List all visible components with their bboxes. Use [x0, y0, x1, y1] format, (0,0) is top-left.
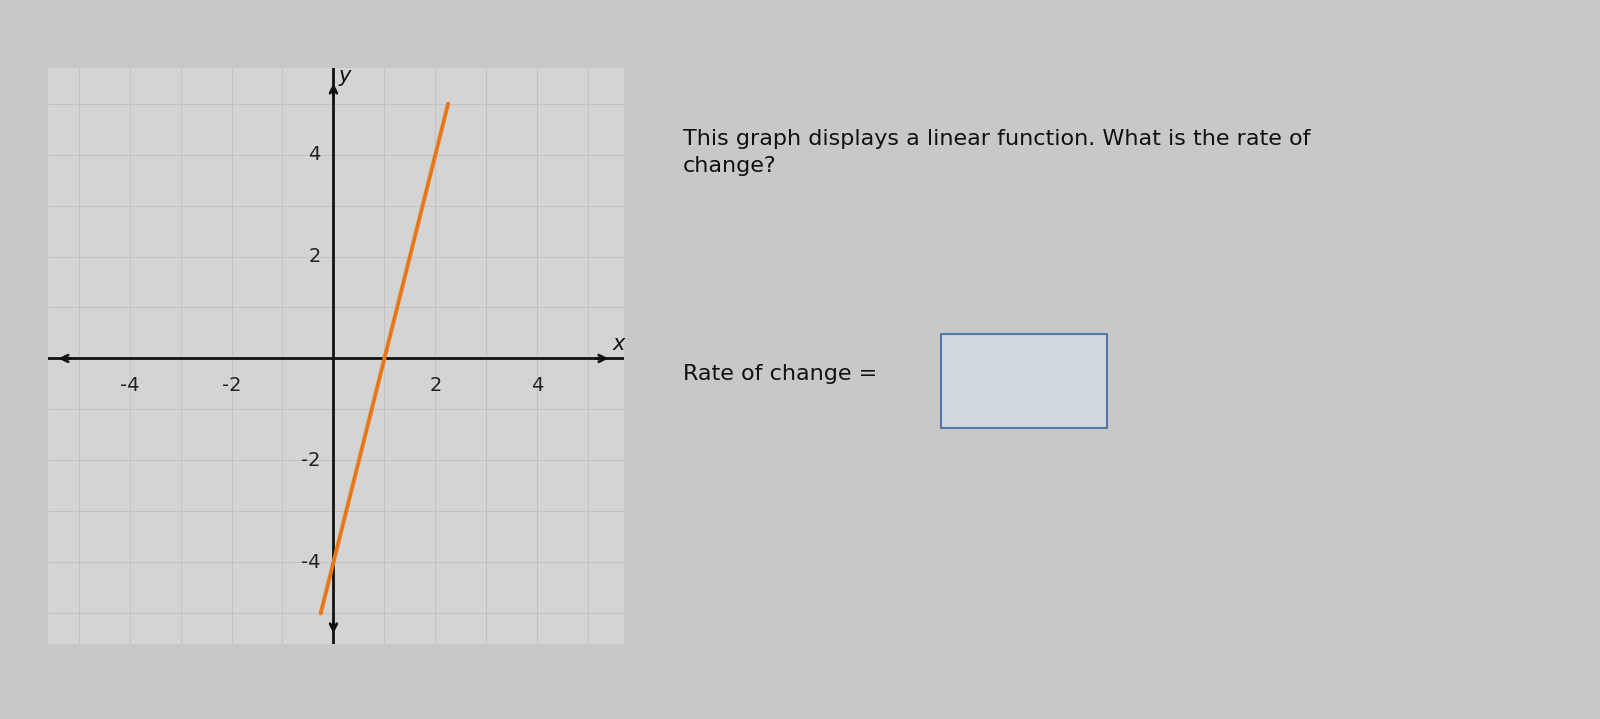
Text: 4: 4 — [531, 376, 544, 395]
Text: 2: 2 — [309, 247, 320, 266]
Text: -2: -2 — [222, 376, 242, 395]
Text: -4: -4 — [120, 376, 139, 395]
Text: 4: 4 — [309, 145, 320, 164]
Text: 2: 2 — [429, 376, 442, 395]
Text: -4: -4 — [301, 553, 320, 572]
Text: -2: -2 — [301, 451, 320, 470]
Text: x: x — [613, 334, 626, 354]
Text: This graph displays a linear function. What is the rate of
change?: This graph displays a linear function. W… — [683, 129, 1310, 176]
Text: y: y — [339, 65, 350, 86]
Text: Rate of change =: Rate of change = — [683, 364, 877, 384]
FancyBboxPatch shape — [941, 334, 1107, 428]
